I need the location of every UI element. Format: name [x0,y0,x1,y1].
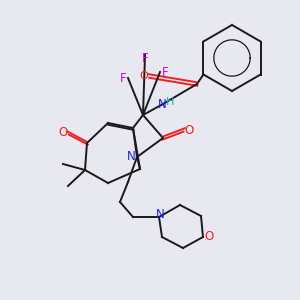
Text: F: F [142,52,148,65]
Text: F: F [120,71,126,85]
Text: N: N [127,149,135,163]
Text: H: H [166,97,174,107]
Text: F: F [162,65,168,79]
Text: O: O [204,230,214,244]
Text: N: N [156,208,164,221]
Text: N: N [158,98,166,110]
Text: O: O [140,71,148,81]
Text: O: O [184,124,194,136]
Text: O: O [58,127,68,140]
